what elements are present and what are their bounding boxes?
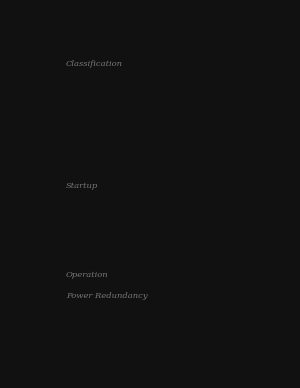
Text: Operation: Operation [66,272,109,279]
Text: Startup: Startup [66,182,98,190]
Text: Classification: Classification [66,60,123,68]
Text: Power Redundancy: Power Redundancy [66,292,148,300]
